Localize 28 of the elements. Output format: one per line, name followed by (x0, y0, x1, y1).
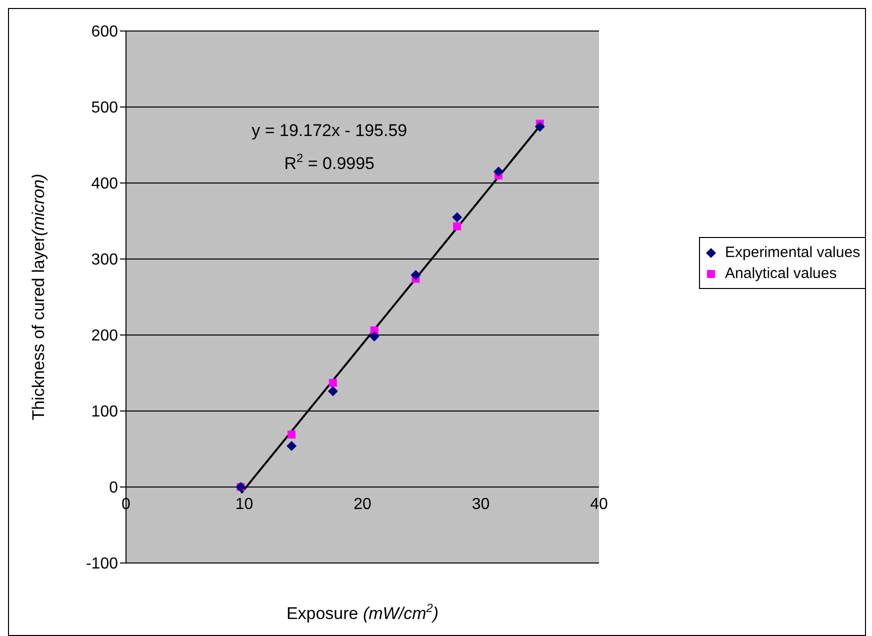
point (534, 122, 545, 132)
point (493, 166, 504, 177)
point (288, 430, 296, 439)
y-tick-label: 400 (91, 176, 118, 193)
y-tick-label: 0 (109, 480, 118, 497)
annotation: R$^{2}$ = 0.9995 (284, 151, 375, 173)
point (410, 270, 421, 280)
y-tick-label: 300 (91, 252, 118, 269)
x-tick-label: 20 (354, 496, 372, 513)
point (328, 378, 337, 387)
y-tick-label: 100 (91, 404, 118, 421)
y-tick-label: 600 (91, 24, 118, 41)
y-tick-label: 200 (91, 328, 118, 345)
point (369, 332, 380, 342)
y-tick-label: 500 (91, 100, 118, 117)
legend-label: Experimental values (725, 244, 860, 261)
point (328, 386, 338, 396)
annotation: y = 19.172x - 195.59 (252, 121, 408, 140)
x-tick-label: 10 (235, 496, 254, 513)
point (452, 212, 462, 222)
legend-label: Analytical values (725, 265, 837, 282)
point (453, 222, 462, 230)
y-axis-title: Thickness of cured layer(micron) (29, 174, 48, 420)
x-tick-label: 40 (590, 496, 608, 513)
point (286, 440, 297, 451)
y-tick-label: -100 (86, 556, 118, 573)
x-tick-label: 30 (472, 496, 490, 513)
x-axis-title: Exposure (mW/cm$^{2}$) (286, 601, 439, 623)
